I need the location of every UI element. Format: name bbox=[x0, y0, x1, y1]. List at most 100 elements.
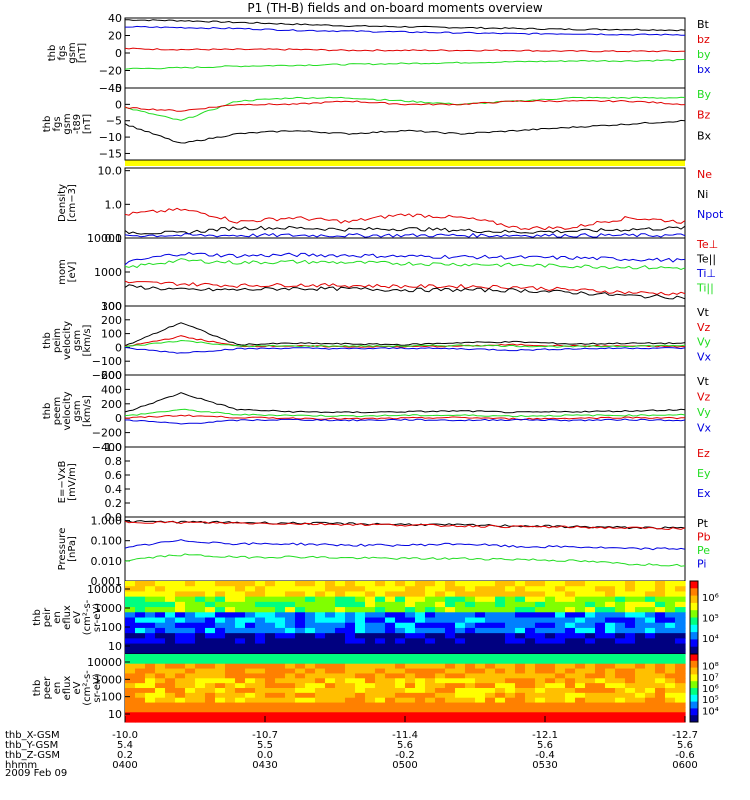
heatmap-cell bbox=[225, 668, 236, 675]
heatmap-cell bbox=[665, 622, 676, 629]
heatmap-cell bbox=[645, 717, 656, 723]
heatmap-cell bbox=[275, 717, 286, 723]
heatmap-cell bbox=[605, 638, 616, 645]
heatmap-cell bbox=[255, 596, 266, 603]
heatmap-cell bbox=[575, 688, 586, 694]
heatmap-cell bbox=[295, 717, 306, 723]
heatmap-cell bbox=[285, 638, 296, 645]
y-tick-label: −200 bbox=[92, 427, 122, 440]
y-tick-label: 0.001 bbox=[91, 575, 123, 588]
heatmap-cell bbox=[615, 702, 626, 709]
heatmap-cell bbox=[415, 627, 426, 634]
heatmap-cell bbox=[585, 627, 596, 634]
heatmap-cell bbox=[595, 678, 606, 684]
heatmap-cell bbox=[355, 607, 366, 613]
heatmap-cell bbox=[375, 658, 386, 665]
heatmap-cell bbox=[405, 712, 416, 718]
heatmap-cell bbox=[155, 688, 166, 694]
heatmap-cell bbox=[175, 586, 186, 593]
heatmap-cell bbox=[285, 633, 296, 639]
heatmap-cell bbox=[195, 658, 206, 665]
heatmap-cell bbox=[245, 663, 256, 670]
heatmap-cell bbox=[345, 707, 356, 713]
heatmap-cell bbox=[585, 586, 596, 593]
heatmap-cell bbox=[565, 668, 576, 675]
heatmap-cell bbox=[525, 683, 536, 689]
heatmap-cell bbox=[635, 654, 646, 660]
heatmap-cell bbox=[675, 617, 686, 624]
heatmap-cell bbox=[325, 712, 336, 718]
heatmap-cell bbox=[635, 707, 646, 713]
heatmap-cell bbox=[395, 668, 406, 675]
heatmap-cell bbox=[375, 717, 386, 723]
heatmap-cell bbox=[535, 658, 546, 665]
heatmap-cell bbox=[635, 697, 646, 704]
heatmap-cell bbox=[335, 688, 346, 694]
heatmap-cell bbox=[225, 717, 236, 723]
panel-frame bbox=[124, 87, 686, 161]
heatmap-cell bbox=[355, 627, 366, 634]
heatmap-cell bbox=[245, 707, 256, 713]
heatmap-cell bbox=[525, 702, 536, 709]
heatmap-cell bbox=[575, 707, 586, 713]
heatmap-cell bbox=[325, 601, 336, 608]
heatmap-cell bbox=[505, 658, 516, 665]
heatmap-cell bbox=[245, 596, 256, 603]
heatmap-cell bbox=[495, 654, 506, 660]
heatmap-cell bbox=[665, 707, 676, 713]
heatmap-cell bbox=[485, 673, 496, 679]
heatmap-cell bbox=[215, 702, 226, 709]
heatmap-cell bbox=[505, 683, 516, 689]
legend-entry: Vx bbox=[697, 422, 712, 435]
legend-entry: Ti|| bbox=[696, 282, 714, 295]
ephemeris-value: 0.2 bbox=[117, 750, 133, 761]
heatmap-cell bbox=[485, 617, 496, 624]
heatmap-cell bbox=[185, 586, 196, 593]
heatmap-cell bbox=[625, 617, 636, 624]
heatmap-cell bbox=[335, 581, 346, 587]
y-tick-label: 100 bbox=[101, 300, 122, 313]
heatmap-cell bbox=[675, 622, 686, 629]
heatmap-cell bbox=[465, 617, 476, 624]
heatmap-cell bbox=[355, 683, 366, 689]
heatmap-cell bbox=[525, 622, 536, 629]
heatmap-cell bbox=[285, 607, 296, 613]
heatmap-cell bbox=[365, 717, 376, 723]
heatmap-cell bbox=[185, 673, 196, 679]
heatmap-cell bbox=[465, 596, 476, 603]
heatmap-cell bbox=[535, 683, 546, 689]
heatmap-cell bbox=[635, 622, 646, 629]
heatmap-cell bbox=[415, 683, 426, 689]
heatmap-cell bbox=[595, 643, 606, 650]
heatmap-cell bbox=[375, 591, 386, 598]
heatmap-cell bbox=[635, 586, 646, 593]
heatmap-cell bbox=[235, 678, 246, 684]
heatmap-cell bbox=[325, 658, 336, 665]
heatmap-cell bbox=[335, 654, 346, 660]
heatmap-cell bbox=[545, 601, 556, 608]
heatmap-cell bbox=[245, 607, 256, 613]
heatmap-cell bbox=[585, 581, 596, 587]
colorbar-step bbox=[690, 602, 698, 608]
y-tick-label: −10 bbox=[99, 131, 122, 144]
heatmap-cell bbox=[395, 697, 406, 704]
heatmap-cell bbox=[235, 586, 246, 593]
heatmap-cell bbox=[345, 702, 356, 709]
heatmap-cell bbox=[545, 673, 556, 679]
heatmap-cell bbox=[135, 678, 146, 684]
heatmap-cell bbox=[275, 678, 286, 684]
heatmap-cell bbox=[275, 712, 286, 718]
heatmap-cell bbox=[595, 601, 606, 608]
heatmap-cell bbox=[625, 627, 636, 634]
heatmap-cell bbox=[355, 581, 366, 587]
heatmap-cell bbox=[445, 663, 456, 670]
heatmap-cell bbox=[135, 692, 146, 699]
heatmap-cell bbox=[575, 633, 586, 639]
heatmap-cell bbox=[645, 668, 656, 675]
heatmap-cell bbox=[215, 668, 226, 675]
heatmap-cell bbox=[605, 654, 616, 660]
heatmap-cell bbox=[605, 692, 616, 699]
heatmap-cell bbox=[255, 586, 266, 593]
heatmap-cell bbox=[415, 678, 426, 684]
